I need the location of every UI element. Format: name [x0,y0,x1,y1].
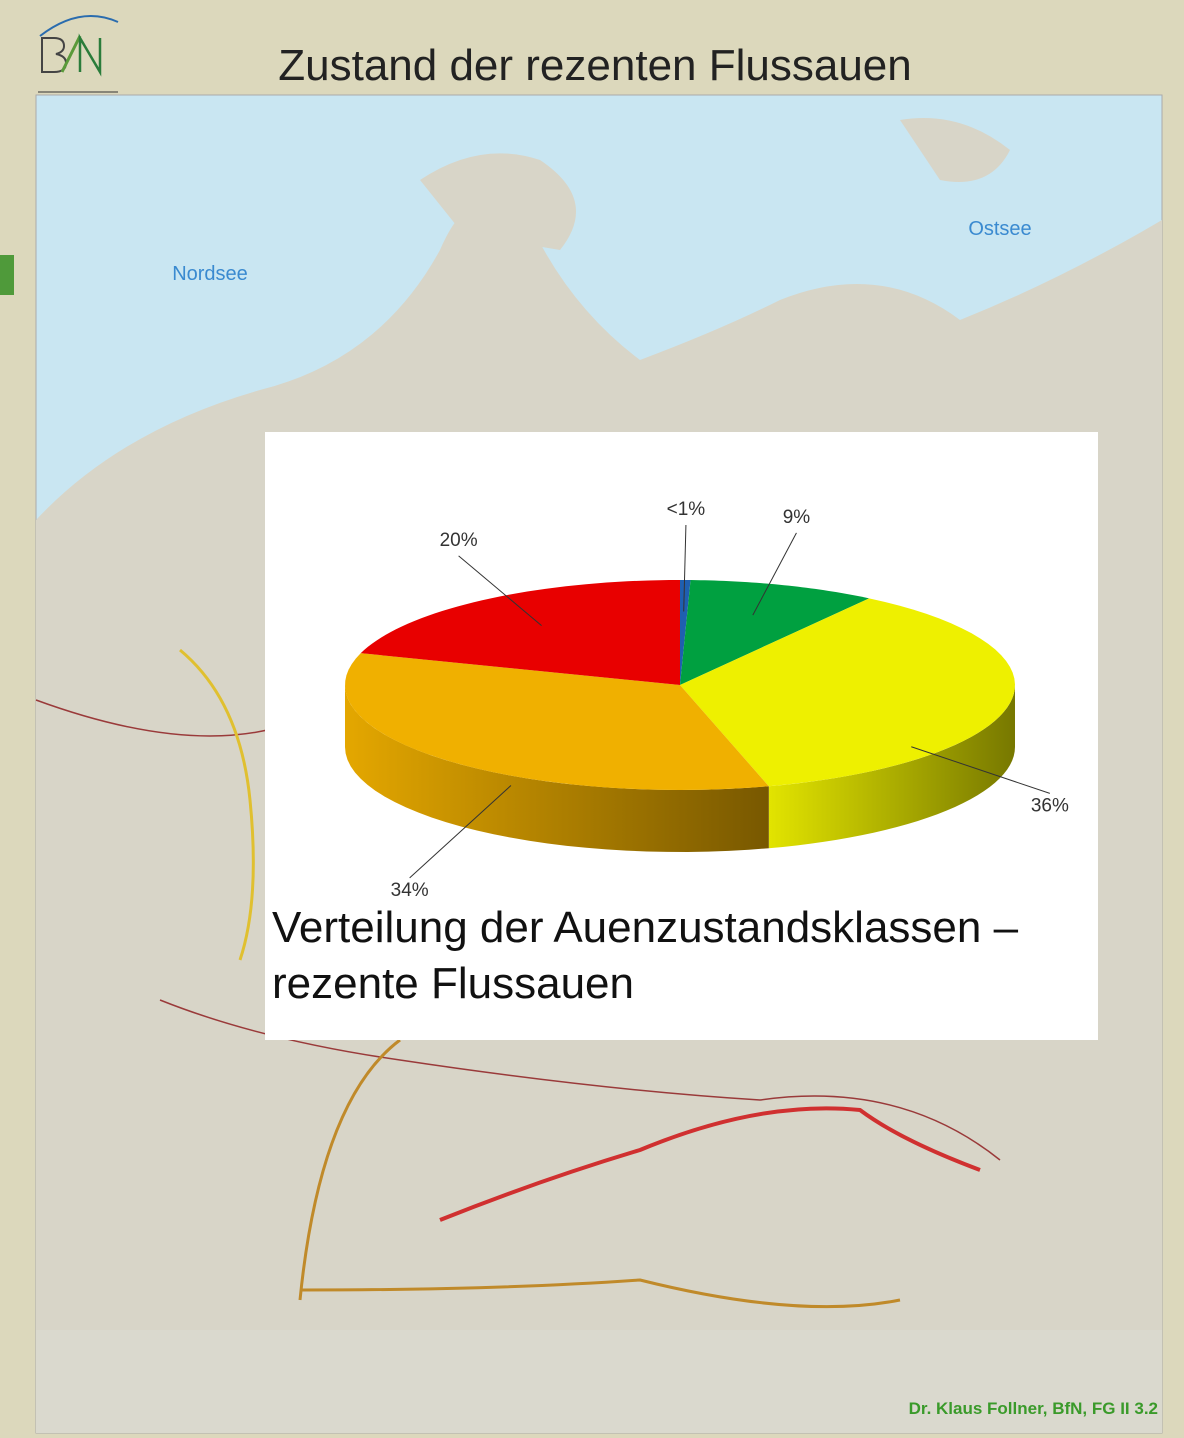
value-label: 34% [391,880,429,901]
sea-label: Ostsee [968,218,1031,240]
footer: Dr. Klaus Follner, BfN, FG II 3.2 [909,1399,1158,1418]
logo [38,16,118,92]
value-label: 36% [1031,795,1069,816]
value-label: 20% [440,530,478,551]
sea-label: Nordsee [172,263,248,285]
slide-title: Zustand der rezenten Flussauen [278,41,912,90]
slide-canvas: Zustand der rezenten Flussauen Nordsee O… [0,0,1184,1438]
value-label: 9% [783,507,811,528]
slide: Zustand der rezenten Flussauen Nordsee O… [0,0,1184,1438]
caption-box: Verteilung der Auenzustandsklassen – rez… [272,900,1092,1030]
chart-caption: Verteilung der Auenzustandsklassen – rez… [272,900,1092,1012]
side-tab [0,255,14,295]
value-label: <1% [667,499,706,520]
